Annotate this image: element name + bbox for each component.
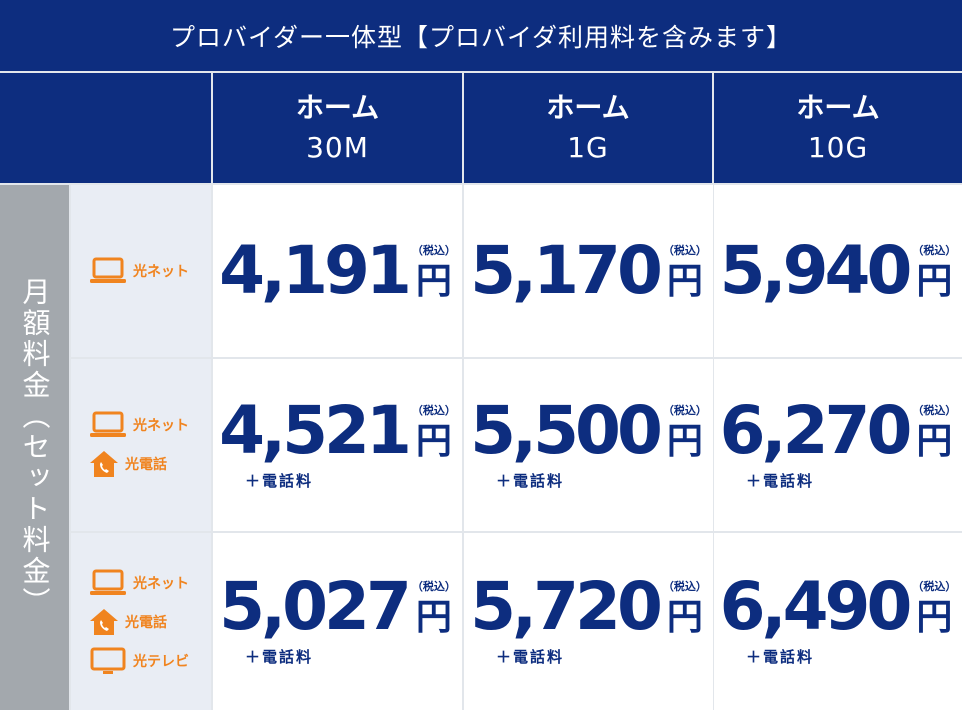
price-cell-r2-1g: 5,500 （税込） 円 ＋電話料 bbox=[464, 359, 713, 531]
laptop-icon bbox=[90, 569, 126, 595]
phone-fee-note: ＋電話料 bbox=[496, 648, 565, 666]
service-net: 光ネット bbox=[89, 257, 211, 285]
price-cell-r1-30m: 4,191 （税込） 円 bbox=[213, 185, 462, 357]
price-cell-r1-1g: 5,170 （税込） 円 bbox=[464, 185, 713, 357]
service-tv: 光テレビ bbox=[89, 647, 211, 675]
price-amount: 5,500 bbox=[470, 391, 663, 469]
price-amount: 6,270 bbox=[719, 391, 913, 469]
laptop-icon bbox=[90, 411, 126, 437]
service-label: 光ネット bbox=[133, 418, 189, 434]
price: 4,521 （税込） 円 bbox=[219, 391, 456, 469]
service-label: 光テレビ bbox=[133, 653, 189, 670]
service-net: 光ネット bbox=[89, 411, 211, 439]
plan-name: ホーム bbox=[796, 91, 880, 124]
home-phone-icon bbox=[90, 608, 118, 635]
phone-fee-note: ＋電話料 bbox=[746, 471, 815, 490]
tax-included-label: （税込） bbox=[912, 244, 957, 257]
yen-label: 円 bbox=[415, 420, 452, 462]
service-phone: 光電話 bbox=[89, 449, 211, 479]
header-corner-cell bbox=[0, 73, 211, 183]
yen-label: 円 bbox=[666, 420, 703, 462]
price: 4,191 （税込） 円 bbox=[219, 232, 456, 309]
tax-included-label: （税込） bbox=[411, 403, 456, 417]
tax-included-label: （税込） bbox=[411, 580, 456, 593]
tax-included-label: （税込） bbox=[411, 244, 456, 257]
side-label-text: 月額料金（セット料金） bbox=[18, 277, 52, 618]
phone-fee-note: ＋電話料 bbox=[746, 648, 815, 666]
laptop-icon bbox=[90, 257, 126, 283]
monthly-fee-label: 月額料金（セット料金） bbox=[0, 185, 69, 710]
phone-fee-note: ＋電話料 bbox=[245, 471, 314, 490]
service-label: 光ネット bbox=[133, 575, 189, 592]
service-cell-row3: 光ネット 光電話 光テレビ bbox=[71, 533, 211, 710]
price: 5,940 （税込） 円 bbox=[719, 232, 957, 309]
price-cell-r3-30m: 5,027 （税込） 円 ＋電話料 bbox=[213, 533, 462, 710]
phone-fee-note: ＋電話料 bbox=[496, 471, 565, 490]
price: 5,170 （税込） 円 bbox=[470, 232, 707, 309]
yen-label: 円 bbox=[916, 261, 953, 302]
price-cell-r3-1g: 5,720 （税込） 円 ＋電話料 bbox=[464, 533, 713, 710]
tax-included-label: （税込） bbox=[662, 244, 707, 257]
price: 6,270 （税込） 円 bbox=[719, 391, 957, 469]
price: 5,500 （税込） 円 bbox=[470, 391, 707, 469]
tax-included-label: （税込） bbox=[912, 403, 957, 417]
plan-header-1g: ホーム 1G bbox=[464, 73, 712, 183]
yen-label: 円 bbox=[666, 261, 703, 302]
tv-icon bbox=[90, 647, 126, 674]
plan-speed: 30M bbox=[306, 131, 369, 164]
plan-header-30m: ホーム 30M bbox=[213, 73, 462, 183]
plan-header-10g: ホーム 10G bbox=[714, 73, 962, 183]
phone-fee-note: ＋電話料 bbox=[245, 648, 314, 666]
plan-speed: 10G bbox=[807, 131, 869, 164]
price-cell-r1-10g: 5,940 （税込） 円 bbox=[714, 185, 962, 357]
price: 5,027 （税込） 円 bbox=[219, 568, 456, 645]
yen-label: 円 bbox=[415, 261, 452, 302]
price-amount: 5,027 bbox=[219, 568, 412, 645]
plan-speed: 1G bbox=[567, 131, 609, 164]
service-label: 光電話 bbox=[125, 614, 167, 631]
price: 6,490 （税込） 円 bbox=[719, 568, 957, 645]
price-cell-r2-30m: 4,521 （税込） 円 ＋電話料 bbox=[213, 359, 462, 531]
service-label: 光ネット bbox=[133, 264, 189, 280]
yen-label: 円 bbox=[666, 597, 703, 638]
tax-included-label: （税込） bbox=[662, 580, 707, 593]
price-amount: 6,490 bbox=[719, 568, 913, 645]
table-title: プロバイダー一体型【プロバイダ利用料を含みます】 bbox=[0, 0, 962, 71]
service-net: 光ネット bbox=[89, 569, 211, 597]
price-amount: 4,521 bbox=[219, 391, 412, 469]
price-amount: 5,940 bbox=[719, 232, 913, 309]
yen-label: 円 bbox=[916, 420, 953, 462]
tax-included-label: （税込） bbox=[662, 403, 707, 417]
price-cell-r2-10g: 6,270 （税込） 円 ＋電話料 bbox=[714, 359, 962, 531]
price: 5,720 （税込） 円 bbox=[470, 568, 707, 645]
price-amount: 4,191 bbox=[219, 232, 412, 309]
plan-name: ホーム bbox=[295, 91, 380, 124]
plan-name: ホーム bbox=[546, 91, 630, 124]
service-cell-row2: 光ネット 光電話 bbox=[71, 359, 211, 531]
yen-label: 円 bbox=[415, 597, 452, 638]
price-amount: 5,170 bbox=[470, 232, 663, 309]
price-amount: 5,720 bbox=[470, 568, 663, 645]
price-cell-r3-10g: 6,490 （税込） 円 ＋電話料 bbox=[714, 533, 962, 710]
home-phone-icon bbox=[90, 451, 118, 477]
service-label: 光電話 bbox=[125, 457, 167, 473]
yen-label: 円 bbox=[916, 597, 953, 638]
tax-included-label: （税込） bbox=[912, 580, 957, 593]
service-phone: 光電話 bbox=[89, 607, 211, 637]
service-cell-row1: 光ネット bbox=[71, 185, 211, 357]
